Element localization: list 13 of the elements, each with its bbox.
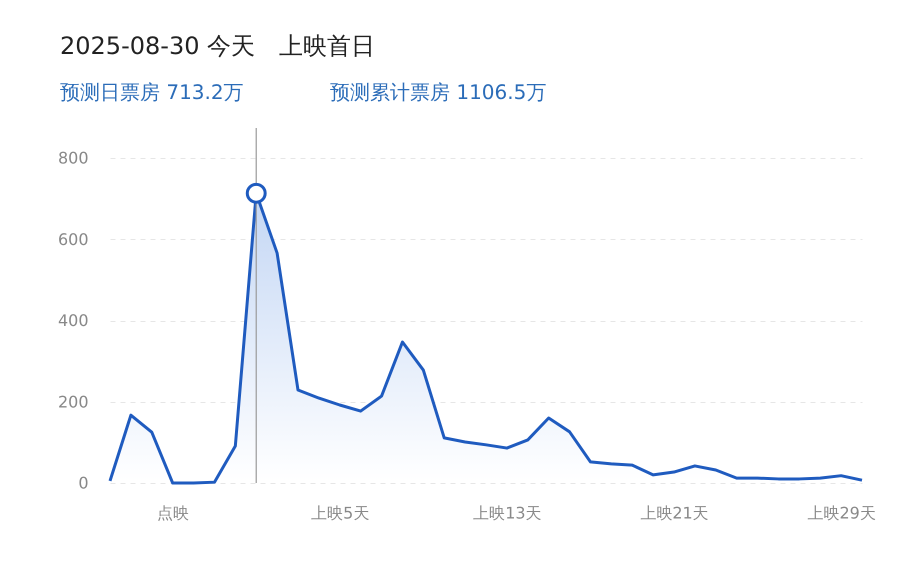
- x-tick-label: 上映21天: [640, 504, 709, 522]
- text: 预测日票房 713.2万: [60, 80, 244, 104]
- chart-title: 2025-08-30 今天 上映首日: [60, 32, 376, 60]
- y-tick-label: 800: [58, 148, 88, 168]
- y-tick-label: 400: [58, 311, 88, 330]
- text: 预测累计票房 1106.5万: [330, 80, 546, 104]
- y-tick-label: 600: [58, 230, 88, 249]
- x-tick-label: 点映: [157, 504, 190, 522]
- x-tick-label: 上映13天: [473, 504, 542, 522]
- y-tick-label: 0: [78, 474, 88, 492]
- y-tick-label: 200: [58, 392, 88, 412]
- x-tick-label: 上映5天: [311, 504, 370, 522]
- x-tick-label: 上映29天: [807, 504, 876, 522]
